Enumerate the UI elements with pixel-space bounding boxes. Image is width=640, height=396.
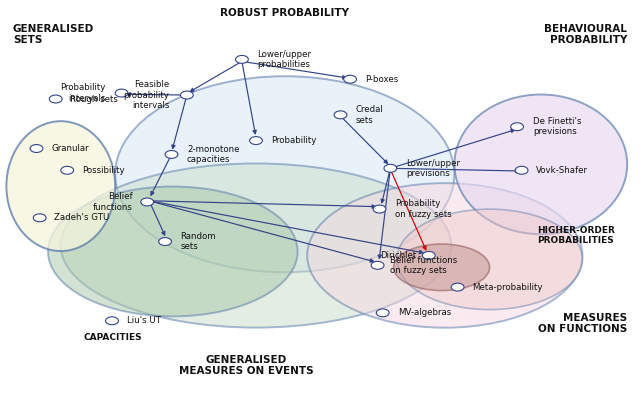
Text: Lower/upper
probabilities: Lower/upper probabilities — [257, 50, 311, 69]
Text: MEASURES
ON FUNCTIONS: MEASURES ON FUNCTIONS — [538, 313, 627, 335]
Circle shape — [236, 55, 248, 63]
Circle shape — [49, 95, 62, 103]
Circle shape — [384, 164, 397, 172]
Ellipse shape — [394, 244, 490, 291]
Circle shape — [61, 166, 74, 174]
Text: Meta-probability: Meta-probability — [472, 283, 543, 291]
Text: Liu's UT: Liu's UT — [127, 316, 161, 325]
Ellipse shape — [397, 209, 582, 310]
Ellipse shape — [48, 187, 298, 316]
Text: Belief functions
on fuzzy sets: Belief functions on fuzzy sets — [390, 256, 458, 275]
Text: HIGHER-ORDER
PROBABILITIES: HIGHER-ORDER PROBABILITIES — [538, 226, 616, 245]
Circle shape — [334, 111, 347, 119]
Circle shape — [511, 123, 524, 131]
Circle shape — [422, 251, 435, 259]
Ellipse shape — [61, 164, 451, 327]
Circle shape — [373, 205, 386, 213]
Text: Possibility: Possibility — [82, 166, 125, 175]
Circle shape — [141, 198, 154, 206]
Text: Belief
functions: Belief functions — [93, 192, 132, 211]
Text: Random
sets: Random sets — [180, 232, 216, 251]
Circle shape — [30, 145, 43, 152]
Text: Feasible
probability
intervals: Feasible probability intervals — [124, 80, 170, 110]
Circle shape — [515, 166, 528, 174]
Text: MV-algebras: MV-algebras — [398, 308, 451, 317]
Text: Rough sets: Rough sets — [70, 95, 118, 103]
Text: P-boxes: P-boxes — [365, 75, 398, 84]
Text: Granular: Granular — [51, 144, 89, 153]
Circle shape — [106, 317, 118, 325]
Circle shape — [165, 150, 178, 158]
Text: Dirichlet: Dirichlet — [380, 251, 416, 260]
Text: ROBUST PROBABILITY: ROBUST PROBABILITY — [220, 8, 349, 18]
Text: De Finetti's
previsions: De Finetti's previsions — [533, 117, 582, 136]
Text: Vovk-Shafer: Vovk-Shafer — [536, 166, 588, 175]
Circle shape — [115, 89, 128, 97]
Circle shape — [33, 214, 46, 222]
Circle shape — [371, 261, 384, 269]
Text: Zadeh's GTU: Zadeh's GTU — [54, 213, 110, 222]
Text: CAPACITIES: CAPACITIES — [83, 333, 142, 342]
Circle shape — [159, 238, 172, 246]
Ellipse shape — [454, 95, 627, 234]
Circle shape — [451, 283, 464, 291]
Text: 2-monotone
capacities: 2-monotone capacities — [187, 145, 239, 164]
Ellipse shape — [6, 121, 115, 251]
Ellipse shape — [307, 183, 582, 328]
Text: Credal
sets: Credal sets — [355, 105, 383, 124]
Text: GENERALISED
SETS: GENERALISED SETS — [13, 24, 94, 46]
Text: Probability
intervals: Probability intervals — [60, 84, 106, 103]
Text: Lower/upper
previsions: Lower/upper previsions — [406, 159, 460, 178]
Text: BEHAVIOURAL
PROBABILITY: BEHAVIOURAL PROBABILITY — [545, 24, 627, 46]
Text: Probability
on fuzzy sets: Probability on fuzzy sets — [395, 200, 452, 219]
Text: Probability: Probability — [271, 136, 316, 145]
Circle shape — [250, 137, 262, 145]
Ellipse shape — [115, 76, 454, 272]
Text: GENERALISED
MEASURES ON EVENTS: GENERALISED MEASURES ON EVENTS — [179, 354, 314, 376]
Circle shape — [344, 75, 356, 83]
Circle shape — [180, 91, 193, 99]
Circle shape — [376, 309, 389, 317]
